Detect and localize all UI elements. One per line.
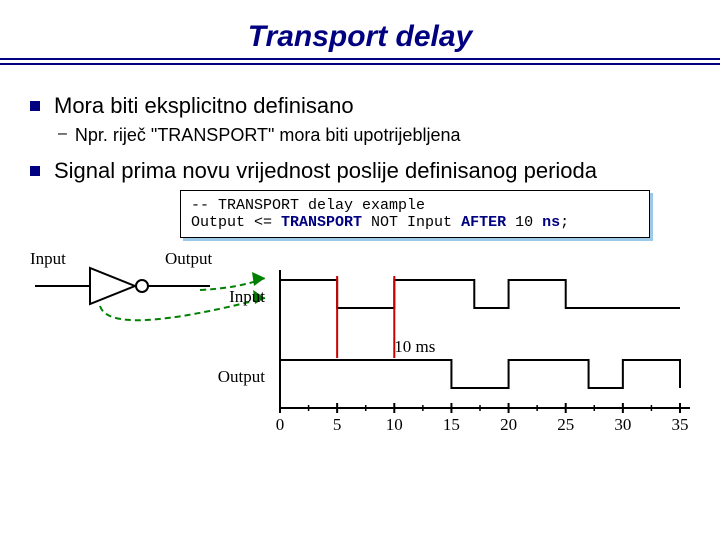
bullet-1-sub: – Npr. riječ "TRANSPORT" mora biti upotr…: [58, 125, 690, 146]
bullet-1: Mora biti eksplicitno definisano: [30, 93, 690, 119]
svg-text:30: 30: [614, 415, 631, 434]
title-underline: [0, 58, 720, 68]
svg-text:Output: Output: [165, 249, 213, 268]
svg-text:Input: Input: [30, 249, 66, 268]
code-keyword: TRANSPORT: [281, 214, 362, 231]
code-text: ;: [560, 214, 569, 231]
bullet-2: Signal prima novu vrijednost poslije def…: [30, 158, 690, 184]
svg-text:5: 5: [333, 415, 342, 434]
code-example: -- TRANSPORT delay example Output <= TRA…: [180, 190, 650, 238]
bullet-1-text: Mora biti eksplicitno definisano: [54, 93, 354, 119]
svg-text:15: 15: [443, 415, 460, 434]
code-keyword: ns: [542, 214, 560, 231]
svg-text:0: 0: [276, 415, 285, 434]
diagram-svg: Input Output 0 5 10 15 20 25 30 35 Input Output 10 m…: [30, 248, 710, 468]
square-bullet-icon: [30, 166, 40, 176]
page-title: Transport delay: [30, 20, 690, 54]
code-text: 10: [506, 214, 542, 231]
svg-text:10: 10: [386, 415, 403, 434]
svg-text:25: 25: [557, 415, 574, 434]
square-bullet-icon: [30, 101, 40, 111]
code-text: Output <=: [191, 214, 281, 231]
diagram: Input Output 0 5 10 15 20 25 30 35 Input Output 10 m…: [30, 248, 690, 468]
code-line-1: -- TRANSPORT delay example: [191, 197, 639, 214]
code-line-2: Output <= TRANSPORT NOT Input AFTER 10 n…: [191, 214, 639, 231]
bullet-2-text: Signal prima novu vrijednost poslije def…: [54, 158, 597, 184]
svg-text:10 ms: 10 ms: [394, 337, 435, 356]
svg-text:Output: Output: [218, 367, 266, 386]
code-text: NOT Input: [362, 214, 461, 231]
code-keyword: AFTER: [461, 214, 506, 231]
bullet-1-sub-text: Npr. riječ "TRANSPORT" mora biti upotrij…: [75, 125, 461, 146]
dash-bullet-icon: –: [58, 125, 67, 146]
svg-text:20: 20: [500, 415, 517, 434]
svg-text:Input: Input: [229, 287, 265, 306]
svg-text:35: 35: [672, 415, 689, 434]
